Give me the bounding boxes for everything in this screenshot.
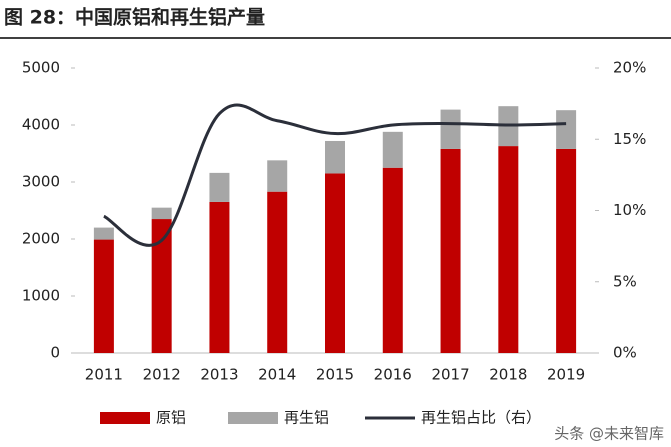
bar xyxy=(93,239,114,353)
x-tick-label: 2013 xyxy=(200,366,238,384)
bar xyxy=(382,131,403,168)
y-tick-label: 1000 xyxy=(22,287,60,305)
y-tick-label: 5000 xyxy=(22,59,60,77)
bar xyxy=(440,148,461,353)
bar xyxy=(556,110,577,149)
y-tick-label: 4000 xyxy=(22,116,60,134)
bar xyxy=(267,160,288,192)
bar xyxy=(440,109,461,149)
line xyxy=(103,103,567,247)
y2-tick-label: 0% xyxy=(613,344,637,362)
bar xyxy=(498,146,519,353)
bar xyxy=(151,219,172,353)
y-tick-label: 0 xyxy=(50,344,60,362)
x-tick-label: 2016 xyxy=(374,366,412,384)
legend-label: 再生铝占比（右） xyxy=(421,409,541,427)
watermark: 头条 @未来智库 xyxy=(554,425,664,443)
x-tick-label: 2018 xyxy=(489,366,527,384)
x-tick-label: 2014 xyxy=(258,366,296,384)
bar xyxy=(209,201,230,353)
x-tick-label: 2019 xyxy=(547,366,585,384)
bar xyxy=(325,173,345,353)
legend-label: 再生铝 xyxy=(284,409,329,427)
y2-tick-label: 5% xyxy=(613,272,637,290)
bar xyxy=(556,148,577,353)
x-tick-label: 2015 xyxy=(316,366,354,384)
y2-tick-label: 10% xyxy=(613,201,646,219)
bar xyxy=(267,191,288,353)
chart-title: 图 28：中国原铝和再生铝产量 xyxy=(4,6,265,29)
y-tick-label: 2000 xyxy=(22,230,60,248)
bar xyxy=(325,140,345,174)
bar xyxy=(151,207,172,220)
bar xyxy=(382,167,403,353)
legend-swatch xyxy=(228,412,278,424)
y-tick-label: 3000 xyxy=(22,173,60,191)
legend-label: 原铝 xyxy=(156,409,186,427)
x-tick-label: 2017 xyxy=(431,366,469,384)
x-tick-label: 2012 xyxy=(143,366,181,384)
x-tick-label: 2011 xyxy=(85,366,123,384)
y2-tick-label: 20% xyxy=(613,59,646,77)
legend-swatch xyxy=(100,412,150,424)
bar xyxy=(209,172,230,202)
y2-tick-label: 15% xyxy=(613,130,646,148)
bar xyxy=(93,227,114,240)
